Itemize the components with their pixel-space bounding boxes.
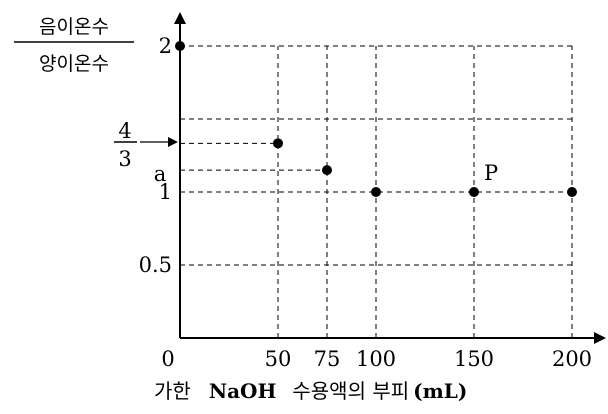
fraction-denominator: 3: [118, 147, 131, 171]
y-tick-labels: 210.5: [139, 34, 172, 277]
data-points: P: [175, 41, 577, 197]
y-axis-label: 음이온수 양이온수: [14, 16, 134, 75]
x-tick-label: 150: [454, 347, 494, 371]
x-axis-label: 가한 NaOH 수용액의 부피 (mL): [154, 379, 467, 403]
x-tick-labels: 0 50 75 100 150 200: [161, 347, 592, 371]
x-tick-label: 100: [356, 347, 396, 371]
data-point: [175, 41, 185, 51]
y-label-numerator: 음이온수: [39, 16, 109, 38]
x-tick-label: 50: [265, 347, 292, 371]
x-axis-arrowhead: [594, 332, 606, 344]
data-point: [567, 187, 577, 197]
x-tick-label: 75: [314, 347, 341, 371]
y-tick-label: 1: [159, 180, 172, 204]
y-axis-arrowhead: [174, 12, 186, 24]
x-tick-label: 0: [161, 347, 174, 371]
data-point: [322, 165, 332, 176]
x-label-reagent: NaOH: [209, 379, 277, 403]
y-marker-a: a: [154, 162, 167, 186]
fraction-arrow-head: [168, 137, 178, 147]
axes: [174, 12, 606, 344]
y-label-denominator: 양이온수: [39, 53, 109, 75]
y-tick-label: 2: [159, 34, 172, 58]
x-label-middle: 수용액의 부피: [292, 379, 409, 403]
y-fraction-marker: 4 3: [114, 119, 178, 171]
data-point: [371, 187, 381, 197]
data-point: [469, 187, 479, 197]
data-point: [273, 138, 283, 149]
y-tick-label: 0.5: [139, 253, 172, 277]
fraction-numerator: 4: [118, 119, 131, 143]
x-tick-label: 200: [552, 347, 592, 371]
x-label-prefix: 가한: [154, 379, 191, 403]
point-label: P: [484, 161, 498, 185]
x-label-unit: (mL): [413, 379, 467, 403]
